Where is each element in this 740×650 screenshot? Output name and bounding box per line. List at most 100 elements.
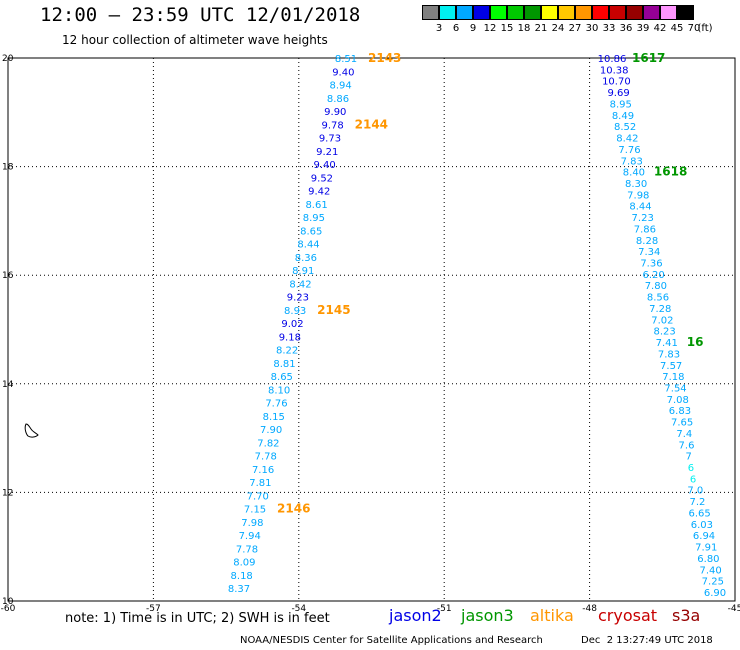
legend-label: 6 [452,23,460,34]
footer-note: note: 1) Time is in UTC; 2) SWH is in fe… [65,611,330,626]
page-subtitle: 12 hour collection of altimeter wave hei… [62,33,328,47]
legend-swatch [422,5,439,20]
swh-value: 8.93 [284,306,306,317]
swh-value: 7.76 [265,399,287,410]
swh-value: 8.18 [231,571,253,582]
swh-value: 7.18 [662,372,684,383]
legend-swatch [473,5,490,20]
legend-label: 12 [483,23,497,34]
swh-value: 7.54 [664,383,686,394]
swh-value: 8.37 [228,584,250,595]
swh-value: 8.42 [289,279,311,290]
swh-value: 10.70 [602,77,631,88]
legend-swatch [609,5,626,20]
satellite-jason2: jason2 [389,606,442,625]
lon-tick-label: -51 [437,604,452,614]
lat-tick-label: 20 [2,54,14,64]
lon-tick-label: -60 [1,604,16,614]
swh-value: 8.42 [616,134,638,145]
swh-value: 6 [690,474,696,485]
swh-value: 7.02 [651,315,673,326]
swh-value: 9.40 [332,67,354,78]
swh-value: 7.6 [679,440,695,451]
legend-label: 27 [568,23,582,34]
swh-value: 7.36 [640,259,662,270]
swh-value: 7.34 [638,247,660,258]
swh-value: 7.23 [632,213,654,224]
map-frame [7,57,736,602]
credit-text: NOAA/NESDIS Center for Satellite Applica… [240,635,543,646]
swh-value: 9.42 [308,187,330,198]
lat-tick-label: 12 [2,488,13,498]
legend-label: 36 [619,23,633,34]
swh-value: 8.94 [330,81,352,92]
swh-value: 7.98 [627,190,649,201]
track-time-label: 16 [687,335,704,349]
legend-swatch [592,5,609,20]
swh-value: 7.86 [634,224,656,235]
swh-value: 9.52 [311,173,333,184]
lat-tick-label: 10 [2,597,14,607]
legend-swatch [575,5,592,20]
swh-value: 7.80 [645,281,667,292]
swh-value: 8.65 [300,226,322,237]
swh-value: 7.4 [676,429,692,440]
swh-value: 7.25 [702,577,724,588]
legend-label: 30 [585,23,599,34]
legend-label: 18 [517,23,531,34]
swh-value: 8.30 [625,179,647,190]
swh-value: 7.70 [247,491,269,502]
swh-value: 9.18 [279,332,301,343]
lon-tick-label: -57 [146,604,161,614]
lat-tick-label: 18 [2,163,14,173]
lat-tick-label: 16 [2,271,14,281]
track-time-label: 2145 [317,303,350,317]
swh-value: 7.16 [252,465,274,476]
swh-value: 7.28 [649,304,671,315]
legend-label: 9 [469,23,477,34]
satellite-cryosat: cryosat [598,606,658,625]
swh-value: 7.83 [658,349,680,360]
track-time-label: 2146 [277,502,310,516]
legend-label: 3 [435,23,443,34]
legend-swatch [524,5,541,20]
lon-tick-label: -54 [291,604,306,614]
swh-value: 7.82 [257,438,279,449]
swh-value: 8.09 [233,558,255,569]
swh-value: 7.91 [695,543,717,554]
legend-swatch [490,5,507,20]
swh-value: 10.86 [598,54,627,65]
track-time-label: 2144 [355,117,388,131]
legend-label: 33 [602,23,616,34]
swh-value: 9.21 [316,147,338,158]
swh-value: 7.98 [241,518,263,529]
swh-value: 6.80 [697,554,719,565]
legend-unit: (ft) [697,23,713,34]
legend-swatch [660,5,677,20]
swh-value: 7.08 [667,395,689,406]
swh-value: 8.52 [614,122,636,133]
swh-value: 7.94 [239,531,261,542]
legend-label: 70 [687,23,701,34]
swh-value: 7.76 [618,145,640,156]
swh-value: 9.69 [607,88,629,99]
swh-value: 8.44 [297,240,319,251]
legend-swatch [439,5,456,20]
swh-value: 8.56 [647,293,669,304]
legend-label: 45 [670,23,684,34]
track-layer: 8.51 9.40 8.94 8.86 9.90 9.78 9.73 9.21 9.40 9.52… [228,51,726,599]
swh-value: 6.90 [704,588,726,599]
swh-value: 6.94 [693,531,715,542]
swh-value: 8.23 [653,327,675,338]
swh-value: 7.2 [690,497,706,508]
legend-label: 21 [534,23,548,34]
swh-value: 6.03 [691,520,713,531]
legend-label: 42 [653,23,667,34]
track-time-label: 2143 [368,51,401,65]
legend-label: 39 [636,23,650,34]
legend-label: 24 [551,23,565,34]
swh-value: 8.81 [273,359,295,370]
swh-value: 7.57 [660,361,682,372]
lon-tick-label: -45 [728,604,740,614]
swh-value: 8.61 [305,200,327,211]
